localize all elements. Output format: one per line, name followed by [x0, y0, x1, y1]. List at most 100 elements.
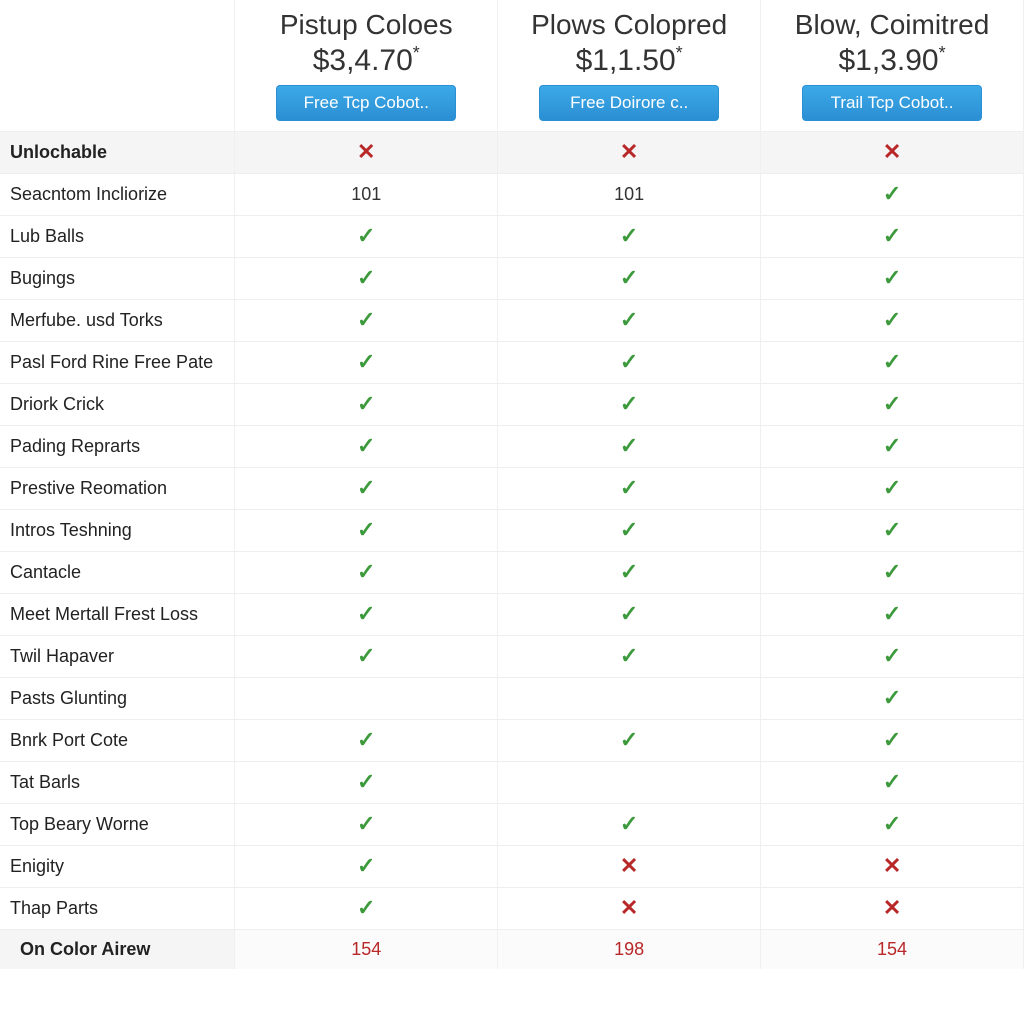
- plan-title: Blow, Coimitred: [761, 8, 1023, 42]
- feature-label: Intros Teshning: [0, 520, 132, 540]
- check-icon: ✓: [620, 559, 638, 584]
- feature-label-cell: Top Beary Worne: [0, 803, 235, 845]
- feature-row: Merfube. usd Torks✓✓✓: [0, 299, 1024, 341]
- feature-label-cell: Pasl Ford Rine Free Pate: [0, 341, 235, 383]
- check-icon: ✓: [883, 475, 901, 500]
- feature-label: Bnrk Port Cote: [0, 730, 128, 750]
- footer-row: On Color Airew154198154: [0, 929, 1024, 969]
- plan-cta-button[interactable]: Free Tcp Cobot..: [276, 85, 456, 121]
- plan-cta-button[interactable]: Trail Tcp Cobot..: [802, 85, 982, 121]
- check-icon: ✓: [357, 307, 375, 332]
- feature-label-cell: Lub Balls: [0, 215, 235, 257]
- header-empty-cell: [0, 0, 235, 131]
- feature-label: Bugings: [0, 268, 75, 288]
- feature-label-cell: Seacntom Incliorize: [0, 173, 235, 215]
- check-icon: ✓: [620, 391, 638, 416]
- feature-cell: ✓: [235, 299, 498, 341]
- feature-cell: ✓: [235, 887, 498, 929]
- check-icon: ✓: [357, 433, 375, 458]
- feature-cell: 101: [498, 173, 761, 215]
- feature-row: Pasl Ford Rine Free Pate✓✓✓: [0, 341, 1024, 383]
- check-icon: ✓: [357, 265, 375, 290]
- check-icon: ✓: [883, 727, 901, 752]
- feature-cell: ✕: [498, 131, 761, 173]
- feature-label: Cantacle: [0, 562, 81, 582]
- check-icon: ✓: [357, 475, 375, 500]
- feature-label: Tat Barls: [0, 772, 80, 792]
- cross-icon: ✕: [357, 139, 375, 164]
- feature-cell: ✓: [498, 551, 761, 593]
- feature-cell: [235, 677, 498, 719]
- feature-cell: ✕: [761, 131, 1024, 173]
- feature-row: Enigity✓✕✕: [0, 845, 1024, 887]
- header-row: Pistup Coloes$3,4.70*Free Tcp Cobot..Plo…: [0, 0, 1024, 131]
- feature-cell: ✓: [761, 509, 1024, 551]
- feature-cell: ✓: [761, 173, 1024, 215]
- check-icon: ✓: [883, 601, 901, 626]
- feature-cell: ✓: [498, 425, 761, 467]
- feature-cell: ✓: [235, 635, 498, 677]
- feature-cell: ✕: [235, 131, 498, 173]
- feature-row: Driork Crick✓✓✓: [0, 383, 1024, 425]
- feature-label: Twil Hapaver: [0, 646, 114, 666]
- plan-header-0: Pistup Coloes$3,4.70*Free Tcp Cobot..: [235, 0, 498, 131]
- check-icon: ✓: [883, 643, 901, 668]
- check-icon: ✓: [883, 433, 901, 458]
- plan-header-1: Plows Colopred$1,1.50*Free Doirore c..: [498, 0, 761, 131]
- feature-row: Bugings ✓ ✓ ✓: [0, 257, 1024, 299]
- feature-row: Meet Mertall Frest Loss✓✓✓: [0, 593, 1024, 635]
- feature-cell: ✓: [761, 215, 1024, 257]
- feature-cell: ✓: [761, 341, 1024, 383]
- feature-cell: ✓: [761, 677, 1024, 719]
- feature-cell: ✓: [761, 635, 1024, 677]
- feature-label-cell: Twil Hapaver: [0, 635, 235, 677]
- price-asterisk: *: [939, 43, 946, 63]
- feature-label: Enigity: [0, 856, 64, 876]
- check-icon: ✓: [883, 559, 901, 584]
- feature-label-cell: Meet Mertall Frest Loss: [0, 593, 235, 635]
- feature-cell: ✓: [761, 719, 1024, 761]
- check-icon: ✓: [357, 223, 375, 248]
- check-icon: ✓: [357, 559, 375, 584]
- feature-label-cell: Bnrk Port Cote: [0, 719, 235, 761]
- check-icon: ✓: [620, 307, 638, 332]
- feature-label: Seacntom Incliorize: [0, 184, 167, 204]
- check-icon: ✓: [883, 223, 901, 248]
- check-icon: ✓: [620, 727, 638, 752]
- check-icon: ✓: [883, 265, 901, 290]
- plan-cta-button[interactable]: Free Doirore c..: [539, 85, 719, 121]
- price-asterisk: *: [413, 43, 420, 63]
- footer-value: 154: [351, 939, 381, 959]
- feature-row: Intros Teshning✓✓✓: [0, 509, 1024, 551]
- cross-icon: ✕: [620, 139, 638, 164]
- feature-cell: ✓: [235, 803, 498, 845]
- feature-label-cell: Prestive Reomation: [0, 467, 235, 509]
- plan-price: $3,4.70*: [235, 44, 497, 77]
- feature-cell: [498, 677, 761, 719]
- feature-label: Pading Reprarts: [0, 436, 140, 456]
- feature-label: Unlochable: [0, 142, 107, 162]
- feature-cell: ✕: [498, 845, 761, 887]
- feature-row: Prestive Reomation✓✓✓: [0, 467, 1024, 509]
- feature-cell: ✓: [235, 845, 498, 887]
- feature-row: Bnrk Port Cote✓✓✓: [0, 719, 1024, 761]
- price-asterisk: *: [676, 43, 683, 63]
- check-icon: ✓: [883, 349, 901, 374]
- feature-cell: 101: [235, 173, 498, 215]
- check-icon: ✓: [883, 181, 901, 206]
- feature-label: Pasts Glunting: [0, 688, 127, 708]
- feature-cell: ✓: [498, 299, 761, 341]
- feature-cell: ✕: [498, 887, 761, 929]
- feature-cell: ✓: [761, 383, 1024, 425]
- check-icon: ✓: [357, 895, 375, 920]
- check-icon: ✓: [357, 643, 375, 668]
- check-icon: ✓: [620, 265, 638, 290]
- cross-icon: ✕: [883, 139, 901, 164]
- feature-cell: ✓: [761, 761, 1024, 803]
- feature-row: Pading Reprarts ✓ ✓ ✓: [0, 425, 1024, 467]
- check-icon: ✓: [357, 601, 375, 626]
- cross-icon: ✕: [883, 895, 901, 920]
- feature-cell: ✓: [761, 299, 1024, 341]
- feature-cell: ✓: [498, 341, 761, 383]
- check-icon: ✓: [357, 391, 375, 416]
